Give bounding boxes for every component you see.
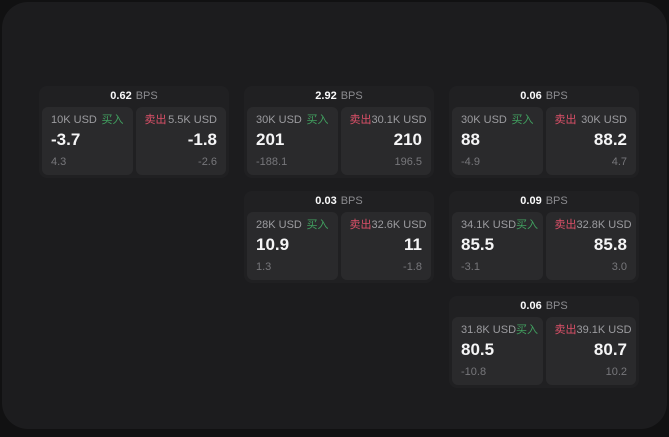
sell-tile[interactable]: 卖出 5.5K USD -1.8 -2.6 bbox=[135, 107, 226, 175]
bps-unit-label: BPS bbox=[340, 195, 363, 207]
buy-delta: -188.1 bbox=[256, 156, 288, 168]
bps-value: 0.62 bbox=[110, 90, 132, 102]
sell-price: 88.2 bbox=[593, 130, 627, 149]
card-body: 10K USD 买入 -3.7 4.3 卖出 5.5K USD -1.8 -2.… bbox=[42, 107, 226, 175]
buy-price: 201 bbox=[256, 130, 285, 149]
sell-price: 85.8 bbox=[593, 235, 627, 254]
sell-tag: 卖出 bbox=[349, 219, 372, 231]
sell-tile[interactable]: 卖出 30.1K USD 210 196.5 bbox=[340, 107, 431, 175]
bps-value: 0.06 bbox=[520, 90, 542, 102]
card-header: 0.06 BPS bbox=[452, 86, 636, 107]
bps-unit-label: BPS bbox=[545, 90, 568, 102]
bps-unit-label: BPS bbox=[545, 300, 568, 312]
buy-price: 85.5 bbox=[461, 235, 495, 254]
buy-tile[interactable]: 31.8K USD 买入 80.5 -10.8 bbox=[452, 317, 543, 385]
sell-tag: 卖出 bbox=[349, 114, 372, 126]
buy-notional: 28K USD bbox=[256, 219, 302, 231]
buy-price: 10.9 bbox=[256, 235, 290, 254]
sell-tile[interactable]: 卖出 39.1K USD 80.7 10.2 bbox=[545, 317, 636, 385]
sell-delta: 10.2 bbox=[605, 366, 627, 378]
sell-tag: 卖出 bbox=[144, 114, 167, 126]
buy-tag: 买入 bbox=[511, 114, 534, 126]
sell-tile[interactable]: 卖出 32.6K USD 11 -1.8 bbox=[340, 212, 431, 280]
buy-delta: 4.3 bbox=[51, 156, 67, 168]
sell-tag: 卖出 bbox=[554, 219, 577, 231]
sell-notional: 39.1K USD bbox=[576, 324, 632, 336]
buy-tag: 买入 bbox=[516, 219, 539, 231]
quote-card-3: 0.06 BPS 30K USD 买入 88 -4.9 卖出 30K USD bbox=[449, 86, 639, 178]
sell-price: 11 bbox=[404, 235, 422, 254]
sell-delta: -1.8 bbox=[403, 261, 422, 273]
buy-tile[interactable]: 30K USD 买入 201 -188.1 bbox=[247, 107, 338, 175]
app-panel: 0.62 BPS 10K USD 买入 -3.7 4.3 卖出 5.5K USD bbox=[2, 2, 667, 429]
quote-card-4: 0.03 BPS 28K USD 买入 10.9 1.3 卖出 32.6K US… bbox=[244, 191, 434, 283]
sell-tag: 卖出 bbox=[554, 324, 577, 336]
buy-notional: 31.8K USD bbox=[461, 324, 517, 336]
sell-delta: 196.5 bbox=[394, 156, 422, 168]
card-body: 31.8K USD 买入 80.5 -10.8 卖出 39.1K USD 80.… bbox=[452, 317, 636, 385]
sell-price: 80.7 bbox=[593, 340, 627, 359]
sell-notional: 32.6K USD bbox=[371, 219, 427, 231]
buy-delta: -3.1 bbox=[461, 261, 480, 273]
sell-price: 210 bbox=[393, 130, 422, 149]
buy-tile[interactable]: 28K USD 买入 10.9 1.3 bbox=[247, 212, 338, 280]
bps-unit-label: BPS bbox=[135, 90, 158, 102]
quote-card-grid: 0.62 BPS 10K USD 买入 -3.7 4.3 卖出 5.5K USD bbox=[39, 86, 639, 388]
buy-tag: 买入 bbox=[306, 114, 329, 126]
buy-price: 80.5 bbox=[461, 340, 495, 359]
card-body: 28K USD 买入 10.9 1.3 卖出 32.6K USD 11 -1.8 bbox=[247, 212, 431, 280]
sell-delta: 4.7 bbox=[611, 156, 627, 168]
sell-delta: -2.6 bbox=[198, 156, 217, 168]
buy-delta: 1.3 bbox=[256, 261, 272, 273]
buy-tile[interactable]: 10K USD 买入 -3.7 4.3 bbox=[42, 107, 133, 175]
sell-tile[interactable]: 卖出 32.8K USD 85.8 3.0 bbox=[545, 212, 636, 280]
sell-price: -1.8 bbox=[187, 130, 217, 149]
sell-notional: 30K USD bbox=[581, 114, 627, 126]
bps-value: 0.03 bbox=[315, 195, 337, 207]
buy-notional: 10K USD bbox=[51, 114, 97, 126]
sell-notional: 30.1K USD bbox=[371, 114, 427, 126]
sell-tag: 卖出 bbox=[554, 114, 577, 126]
buy-delta: -4.9 bbox=[461, 156, 480, 168]
sell-notional: 32.8K USD bbox=[576, 219, 632, 231]
buy-price: -3.7 bbox=[51, 130, 81, 149]
buy-tag: 买入 bbox=[306, 219, 329, 231]
buy-tag: 买入 bbox=[516, 324, 539, 336]
quote-card-2: 2.92 BPS 30K USD 买入 201 -188.1 卖出 30.1K … bbox=[244, 86, 434, 178]
buy-notional: 30K USD bbox=[461, 114, 507, 126]
bps-value: 0.09 bbox=[520, 195, 542, 207]
buy-tile[interactable]: 30K USD 买入 88 -4.9 bbox=[452, 107, 543, 175]
bps-value: 0.06 bbox=[520, 300, 542, 312]
buy-notional: 34.1K USD bbox=[461, 219, 517, 231]
sell-tile[interactable]: 卖出 30K USD 88.2 4.7 bbox=[545, 107, 636, 175]
quote-card-5: 0.09 BPS 34.1K USD 买入 85.5 -3.1 卖出 32.8K… bbox=[449, 191, 639, 283]
buy-tag: 买入 bbox=[101, 114, 124, 126]
card-body: 34.1K USD 买入 85.5 -3.1 卖出 32.8K USD 85.8… bbox=[452, 212, 636, 280]
card-header: 0.62 BPS bbox=[42, 86, 226, 107]
buy-delta: -10.8 bbox=[461, 366, 487, 378]
sell-delta: 3.0 bbox=[611, 261, 627, 273]
sell-notional: 5.5K USD bbox=[168, 114, 217, 126]
card-header: 2.92 BPS bbox=[247, 86, 431, 107]
card-body: 30K USD 买入 201 -188.1 卖出 30.1K USD 210 1… bbox=[247, 107, 431, 175]
bps-value: 2.92 bbox=[315, 90, 337, 102]
quote-card-6: 0.06 BPS 31.8K USD 买入 80.5 -10.8 卖出 39.1… bbox=[449, 296, 639, 388]
card-header: 0.06 BPS bbox=[452, 296, 636, 317]
bps-unit-label: BPS bbox=[340, 90, 363, 102]
buy-price: 88 bbox=[461, 130, 480, 149]
buy-tile[interactable]: 34.1K USD 买入 85.5 -3.1 bbox=[452, 212, 543, 280]
buy-notional: 30K USD bbox=[256, 114, 302, 126]
card-body: 30K USD 买入 88 -4.9 卖出 30K USD 88.2 4.7 bbox=[452, 107, 636, 175]
bps-unit-label: BPS bbox=[545, 195, 568, 207]
card-header: 0.09 BPS bbox=[452, 191, 636, 212]
card-header: 0.03 BPS bbox=[247, 191, 431, 212]
quote-card-1: 0.62 BPS 10K USD 买入 -3.7 4.3 卖出 5.5K USD bbox=[39, 86, 229, 178]
